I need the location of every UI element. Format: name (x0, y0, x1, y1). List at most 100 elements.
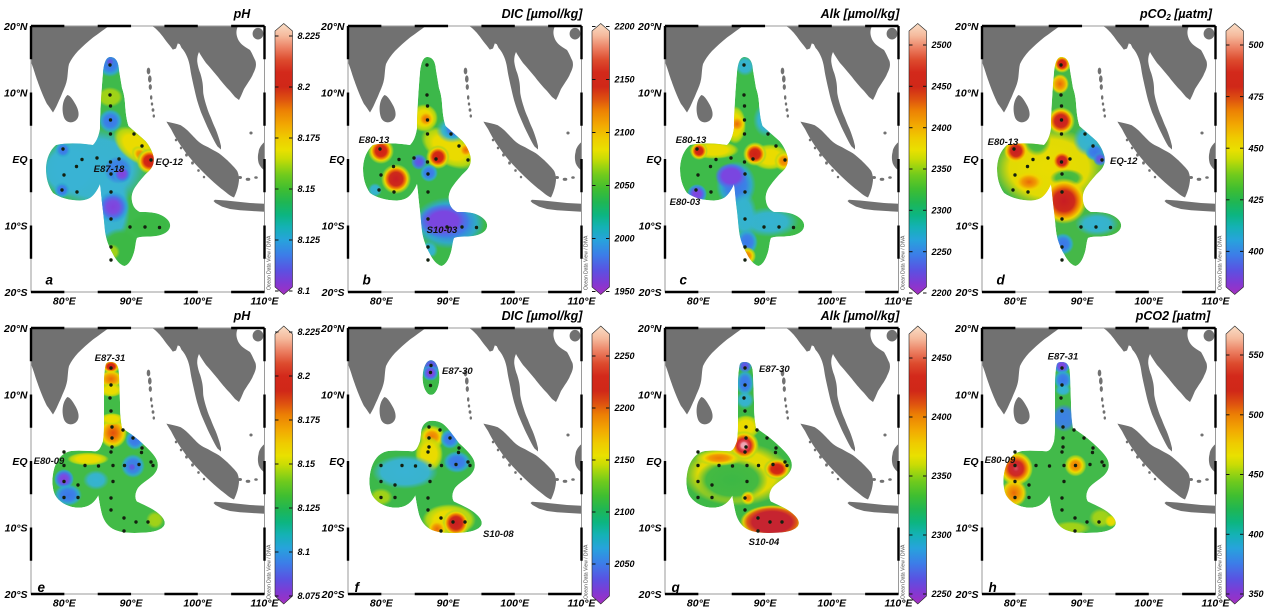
svg-text:90°E: 90°E (754, 598, 778, 610)
svg-text:10°S: 10°S (639, 522, 662, 534)
svg-text:10°N: 10°N (955, 87, 979, 99)
svg-text:80°E: 80°E (687, 296, 711, 308)
svg-text:EQ-12: EQ-12 (156, 157, 184, 168)
svg-text:2250: 2250 (931, 247, 952, 257)
svg-text:80°E: 80°E (1004, 598, 1028, 610)
svg-text:pH: pH (233, 309, 252, 323)
svg-text:2200: 2200 (614, 22, 635, 32)
svg-text:500: 500 (1249, 40, 1264, 50)
svg-text:20°N: 20°N (954, 21, 979, 33)
svg-text:EQ-12: EQ-12 (1110, 156, 1138, 167)
svg-text:10°S: 10°S (322, 522, 345, 534)
svg-text:2250: 2250 (614, 351, 635, 361)
svg-text:2400: 2400 (931, 412, 952, 422)
svg-text:Ocean Data View / DIVA: Ocean Data View / DIVA (267, 544, 273, 599)
svg-text:20°N: 20°N (3, 323, 28, 335)
svg-text:10°N: 10°N (4, 389, 28, 401)
svg-text:Ocean Data View / DIVA: Ocean Data View / DIVA (1218, 235, 1224, 290)
svg-text:EQ: EQ (12, 456, 27, 468)
svg-text:350: 350 (1249, 589, 1264, 599)
svg-text:10°N: 10°N (638, 389, 662, 401)
svg-text:E80-13: E80-13 (676, 135, 707, 146)
svg-text:pH: pH (233, 7, 252, 21)
svg-text:100°E: 100°E (500, 598, 530, 610)
svg-text:100°E: 100°E (183, 296, 213, 308)
svg-text:20°N: 20°N (3, 21, 28, 33)
svg-text:E87-30: E87-30 (442, 366, 473, 377)
svg-text:110°E: 110°E (1202, 296, 1231, 308)
svg-text:90°E: 90°E (1071, 598, 1095, 610)
svg-text:110°E: 110°E (251, 296, 280, 308)
svg-text:10°S: 10°S (956, 522, 979, 534)
svg-text:2200: 2200 (614, 403, 635, 413)
svg-text:10°N: 10°N (4, 87, 28, 99)
svg-text:80°E: 80°E (687, 598, 711, 610)
svg-text:8.225: 8.225 (298, 31, 322, 41)
svg-text:c: c (680, 273, 688, 288)
svg-text:20°S: 20°S (321, 589, 345, 601)
svg-text:400: 400 (1248, 247, 1264, 257)
svg-text:450: 450 (1248, 470, 1264, 480)
svg-text:2050: 2050 (614, 181, 635, 191)
svg-text:b: b (363, 273, 371, 288)
svg-text:2450: 2450 (931, 82, 952, 92)
svg-text:8.1: 8.1 (298, 547, 311, 557)
svg-text:400: 400 (1248, 530, 1264, 540)
svg-text:Ocean Data View / DIVA: Ocean Data View / DIVA (901, 544, 907, 599)
svg-text:90°E: 90°E (437, 296, 461, 308)
svg-text:90°E: 90°E (1071, 296, 1095, 308)
svg-text:100°E: 100°E (183, 598, 213, 610)
svg-text:110°E: 110°E (568, 598, 597, 610)
svg-text:EQ: EQ (963, 456, 978, 468)
svg-text:Ocean Data View / DIVA: Ocean Data View / DIVA (584, 544, 590, 599)
svg-text:10°N: 10°N (955, 389, 979, 401)
svg-text:2150: 2150 (614, 75, 635, 85)
svg-text:8.2: 8.2 (298, 82, 311, 92)
svg-text:2250: 2250 (931, 589, 952, 599)
svg-text:20°N: 20°N (637, 21, 662, 33)
svg-text:S10-08: S10-08 (483, 529, 514, 540)
svg-text:10°S: 10°S (322, 220, 345, 232)
svg-text:Ocean Data View / DIVA: Ocean Data View / DIVA (267, 235, 273, 290)
svg-text:80°E: 80°E (53, 598, 77, 610)
svg-text:110°E: 110°E (885, 598, 914, 610)
svg-text:500: 500 (1249, 410, 1264, 420)
svg-text:2350: 2350 (931, 471, 952, 481)
svg-text:100°E: 100°E (817, 296, 847, 308)
svg-text:EQ: EQ (646, 154, 661, 166)
svg-text:E87-31: E87-31 (1048, 352, 1079, 363)
svg-text:80°E: 80°E (370, 598, 394, 610)
svg-text:10°N: 10°N (321, 389, 345, 401)
svg-text:450: 450 (1248, 143, 1264, 153)
svg-text:E80-09: E80-09 (985, 455, 1016, 466)
svg-text:DIC [µmol/kg]: DIC [µmol/kg] (502, 309, 584, 323)
svg-text:20°S: 20°S (955, 287, 979, 299)
svg-text:8.125: 8.125 (298, 503, 322, 513)
svg-text:Ocean Data View / DIVA: Ocean Data View / DIVA (901, 235, 907, 290)
svg-text:20°S: 20°S (321, 287, 345, 299)
svg-text:110°E: 110°E (568, 296, 597, 308)
svg-text:8.1: 8.1 (298, 286, 311, 296)
svg-text:80°E: 80°E (53, 296, 77, 308)
svg-text:Alk [µmol/kg]: Alk [µmol/kg] (820, 7, 901, 21)
svg-text:20°S: 20°S (4, 589, 28, 601)
svg-text:8.075: 8.075 (298, 591, 322, 601)
svg-text:2100: 2100 (614, 128, 635, 138)
svg-text:10°S: 10°S (639, 220, 662, 232)
svg-text:E80-09: E80-09 (34, 456, 65, 467)
svg-text:Ocean Data View / DIVA: Ocean Data View / DIVA (584, 235, 590, 290)
svg-text:8.125: 8.125 (298, 235, 322, 245)
svg-text:20°S: 20°S (638, 589, 662, 601)
svg-text:8.175: 8.175 (298, 415, 322, 425)
svg-text:10°S: 10°S (5, 220, 28, 232)
svg-text:100°E: 100°E (817, 598, 847, 610)
svg-text:550: 550 (1249, 350, 1264, 360)
svg-text:pCO2 [µatm]: pCO2 [µatm] (1135, 309, 1211, 323)
svg-text:E87-30: E87-30 (759, 364, 790, 375)
svg-text:20°N: 20°N (320, 323, 345, 335)
svg-text:E80-13: E80-13 (988, 137, 1019, 148)
svg-text:pCO2 [µatm]: pCO2 [µatm] (1139, 7, 1213, 22)
svg-text:EQ: EQ (646, 456, 661, 468)
svg-text:2050: 2050 (614, 559, 635, 569)
svg-text:E87-31: E87-31 (95, 353, 126, 364)
